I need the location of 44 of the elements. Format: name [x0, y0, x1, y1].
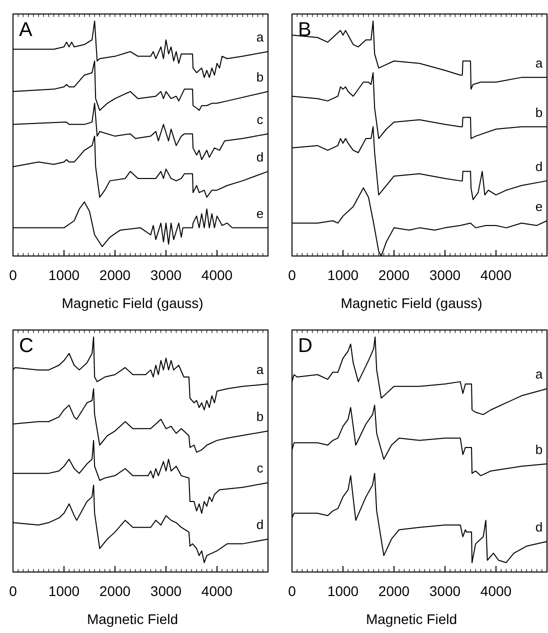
series-label: c	[256, 112, 264, 127]
x-tick-label: 0	[288, 267, 296, 283]
x-tick-label: 4000	[201, 583, 233, 599]
x-tick-label: 2000	[378, 583, 410, 599]
x-axis-title: Magnetic Field	[86, 611, 178, 627]
x-tick-label: 3000	[429, 267, 461, 283]
legend-label: a	[256, 30, 264, 45]
series-label: b	[256, 70, 264, 85]
x-tick-label: 0	[288, 583, 296, 599]
x-tick-label: 4000	[480, 267, 512, 283]
series-label: c	[256, 460, 264, 476]
chart-title: C	[19, 335, 34, 357]
x-tick-label: 2000	[99, 267, 131, 283]
x-tick-label: 1000	[48, 267, 80, 283]
series-label: d	[256, 517, 264, 532]
series-label: a	[535, 55, 544, 70]
x-tick-label: 3000	[150, 583, 182, 599]
series-label: b	[535, 442, 543, 457]
x-tick-label: 3000	[150, 267, 182, 283]
x-tick-label: 4000	[201, 267, 233, 283]
x-axis-title: Magnetic Field (gauss)	[340, 295, 482, 311]
x-axis-title: Magnetic Field	[366, 611, 458, 627]
chart-title: B	[298, 19, 312, 41]
series-label: a	[256, 362, 264, 378]
series-label: b	[256, 409, 264, 424]
x-tick-label: 1000	[48, 583, 80, 599]
x-tick-label: 2000	[378, 267, 410, 283]
x-tick-label: 3000	[429, 583, 461, 599]
x-axis-title: Magnetic Field (gauss)	[62, 295, 204, 311]
x-tick-label: 1000	[327, 267, 359, 283]
series-label: a	[535, 366, 544, 382]
series-label: d	[535, 519, 543, 534]
x-tick-label: 2000	[99, 583, 131, 599]
x-tick-label: 4000	[480, 583, 512, 599]
series-label: b	[535, 104, 543, 120]
x-tick-label: 1000	[327, 583, 359, 599]
series-label: d	[535, 158, 543, 174]
series-label: e	[535, 198, 543, 214]
chart-title: D	[298, 335, 312, 357]
x-tick-label: 0	[9, 267, 18, 283]
x-tick-label: 0	[9, 583, 18, 599]
series-label: d	[256, 149, 264, 164]
series-label: e	[256, 206, 264, 221]
chart-title: A	[19, 19, 33, 41]
